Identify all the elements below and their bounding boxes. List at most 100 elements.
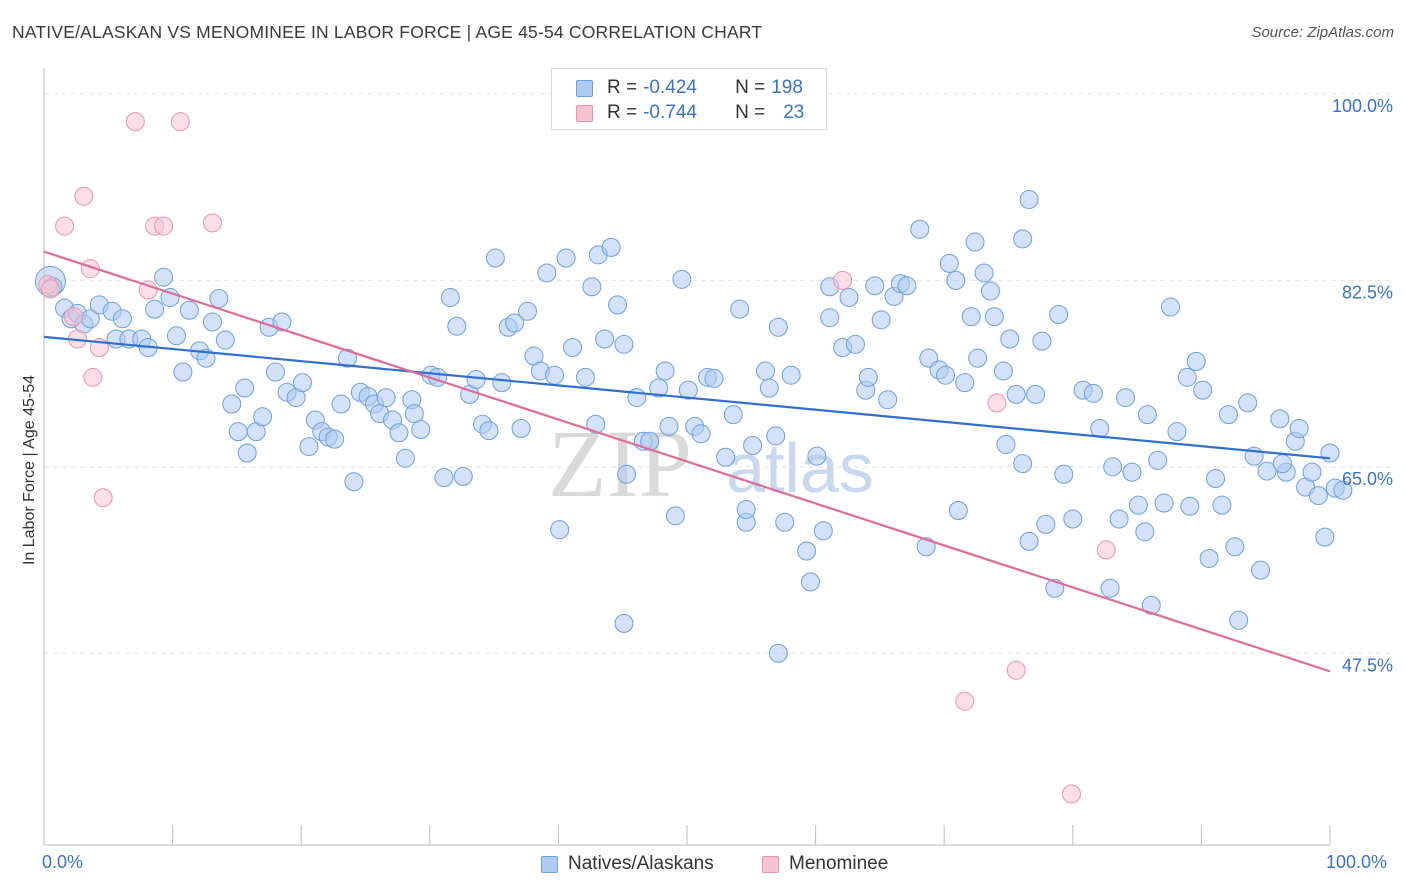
natives-point bbox=[511, 418, 531, 438]
natives-point bbox=[545, 365, 565, 385]
menominee-point bbox=[93, 488, 113, 508]
natives-point bbox=[1083, 383, 1103, 403]
natives-point bbox=[916, 537, 936, 557]
menominee-point bbox=[202, 213, 222, 233]
natives-point bbox=[299, 437, 319, 457]
natives-point bbox=[704, 368, 724, 388]
natives-point bbox=[955, 373, 975, 393]
natives-point bbox=[935, 365, 955, 385]
natives-point bbox=[389, 423, 409, 443]
natives-point bbox=[910, 219, 930, 239]
natives-point bbox=[980, 281, 1000, 301]
menominee-point bbox=[1096, 540, 1116, 560]
menominee-point bbox=[833, 270, 853, 290]
natives-point bbox=[179, 300, 199, 320]
natives-point bbox=[1180, 496, 1200, 516]
natives-point bbox=[1229, 610, 1249, 630]
natives-point bbox=[672, 269, 692, 289]
natives-point bbox=[723, 405, 743, 425]
natives-point bbox=[968, 348, 988, 368]
natives-point bbox=[813, 521, 833, 541]
n-value: 198 bbox=[771, 77, 803, 98]
natives-point bbox=[376, 388, 396, 408]
y-tick-labels: 47.5% 65.0% 82.5% 100.0% bbox=[1332, 96, 1393, 675]
natives-point bbox=[575, 367, 595, 387]
natives-point bbox=[939, 253, 959, 273]
natives-point bbox=[768, 643, 788, 663]
natives-point bbox=[871, 310, 891, 330]
menominee-point bbox=[64, 307, 84, 327]
natives-point bbox=[1199, 548, 1219, 568]
natives-point bbox=[691, 424, 711, 444]
natives-point bbox=[984, 307, 1004, 327]
natives-point bbox=[1315, 527, 1335, 547]
natives-point bbox=[145, 299, 165, 319]
natives-point bbox=[1128, 495, 1148, 515]
natives-point bbox=[1054, 464, 1074, 484]
natives-point bbox=[1122, 462, 1142, 482]
natives-point bbox=[411, 420, 431, 440]
natives-point bbox=[608, 295, 628, 315]
natives-point bbox=[215, 330, 235, 350]
natives-point bbox=[1109, 509, 1129, 529]
natives-point bbox=[1320, 443, 1340, 463]
natives-point bbox=[395, 448, 415, 468]
natives-point bbox=[820, 308, 840, 328]
natives-point bbox=[1141, 595, 1161, 615]
natives-point bbox=[974, 263, 994, 283]
r-value: -0.744 bbox=[643, 102, 697, 123]
x-tick-label-min: 0.0% bbox=[42, 852, 84, 872]
menominee-point bbox=[987, 393, 1007, 413]
natives-point bbox=[614, 334, 634, 354]
natives-point bbox=[222, 394, 242, 414]
natives-point bbox=[1206, 469, 1226, 489]
natives-point bbox=[595, 329, 615, 349]
r-label: R = bbox=[607, 77, 638, 98]
natives-point bbox=[479, 421, 499, 441]
legend-item-natives[interactable]: Natives/Alaskans bbox=[541, 852, 714, 876]
natives-point bbox=[466, 369, 486, 389]
axes bbox=[43, 68, 1331, 846]
natives-point bbox=[447, 316, 467, 336]
natives-point bbox=[716, 447, 736, 467]
natives-point bbox=[665, 506, 685, 526]
natives-swatch bbox=[576, 79, 593, 97]
n-label: N = bbox=[735, 77, 766, 98]
natives-point bbox=[1257, 461, 1277, 481]
source-credit: Source: ZipAtlas.com bbox=[1251, 24, 1394, 41]
y-tick-label: 65.0% bbox=[1342, 469, 1393, 489]
n-label: N = bbox=[735, 102, 766, 123]
menominee-point bbox=[83, 367, 103, 387]
natives-point bbox=[965, 232, 985, 252]
natives-point bbox=[272, 312, 292, 332]
natives-point bbox=[878, 390, 898, 410]
menominee-point bbox=[125, 112, 145, 132]
natives-point bbox=[839, 287, 859, 307]
natives-point bbox=[807, 446, 827, 466]
natives-point bbox=[797, 541, 817, 561]
natives-point bbox=[993, 361, 1013, 381]
natives-point bbox=[556, 248, 576, 268]
natives-point bbox=[1103, 457, 1123, 477]
natives-point bbox=[1137, 405, 1157, 425]
legend-label-menominee: Menominee bbox=[789, 853, 889, 874]
natives-point bbox=[897, 276, 917, 296]
natives-point bbox=[292, 373, 312, 393]
natives-point bbox=[755, 361, 775, 381]
natives-point bbox=[1218, 405, 1238, 425]
natives-point bbox=[237, 443, 257, 463]
natives-point bbox=[331, 394, 351, 414]
legend-item-menominee[interactable]: Menominee bbox=[762, 852, 888, 876]
natives-point bbox=[800, 572, 820, 592]
natives-point bbox=[601, 237, 621, 257]
menominee-swatch bbox=[576, 104, 593, 122]
natives-point bbox=[325, 429, 345, 449]
natives-point bbox=[1212, 495, 1232, 515]
natives-point bbox=[617, 464, 637, 484]
menominee-point bbox=[170, 112, 190, 132]
natives-point bbox=[1019, 189, 1039, 209]
natives-point bbox=[1090, 418, 1110, 438]
natives-point bbox=[485, 248, 505, 268]
menominee-point bbox=[138, 280, 158, 300]
